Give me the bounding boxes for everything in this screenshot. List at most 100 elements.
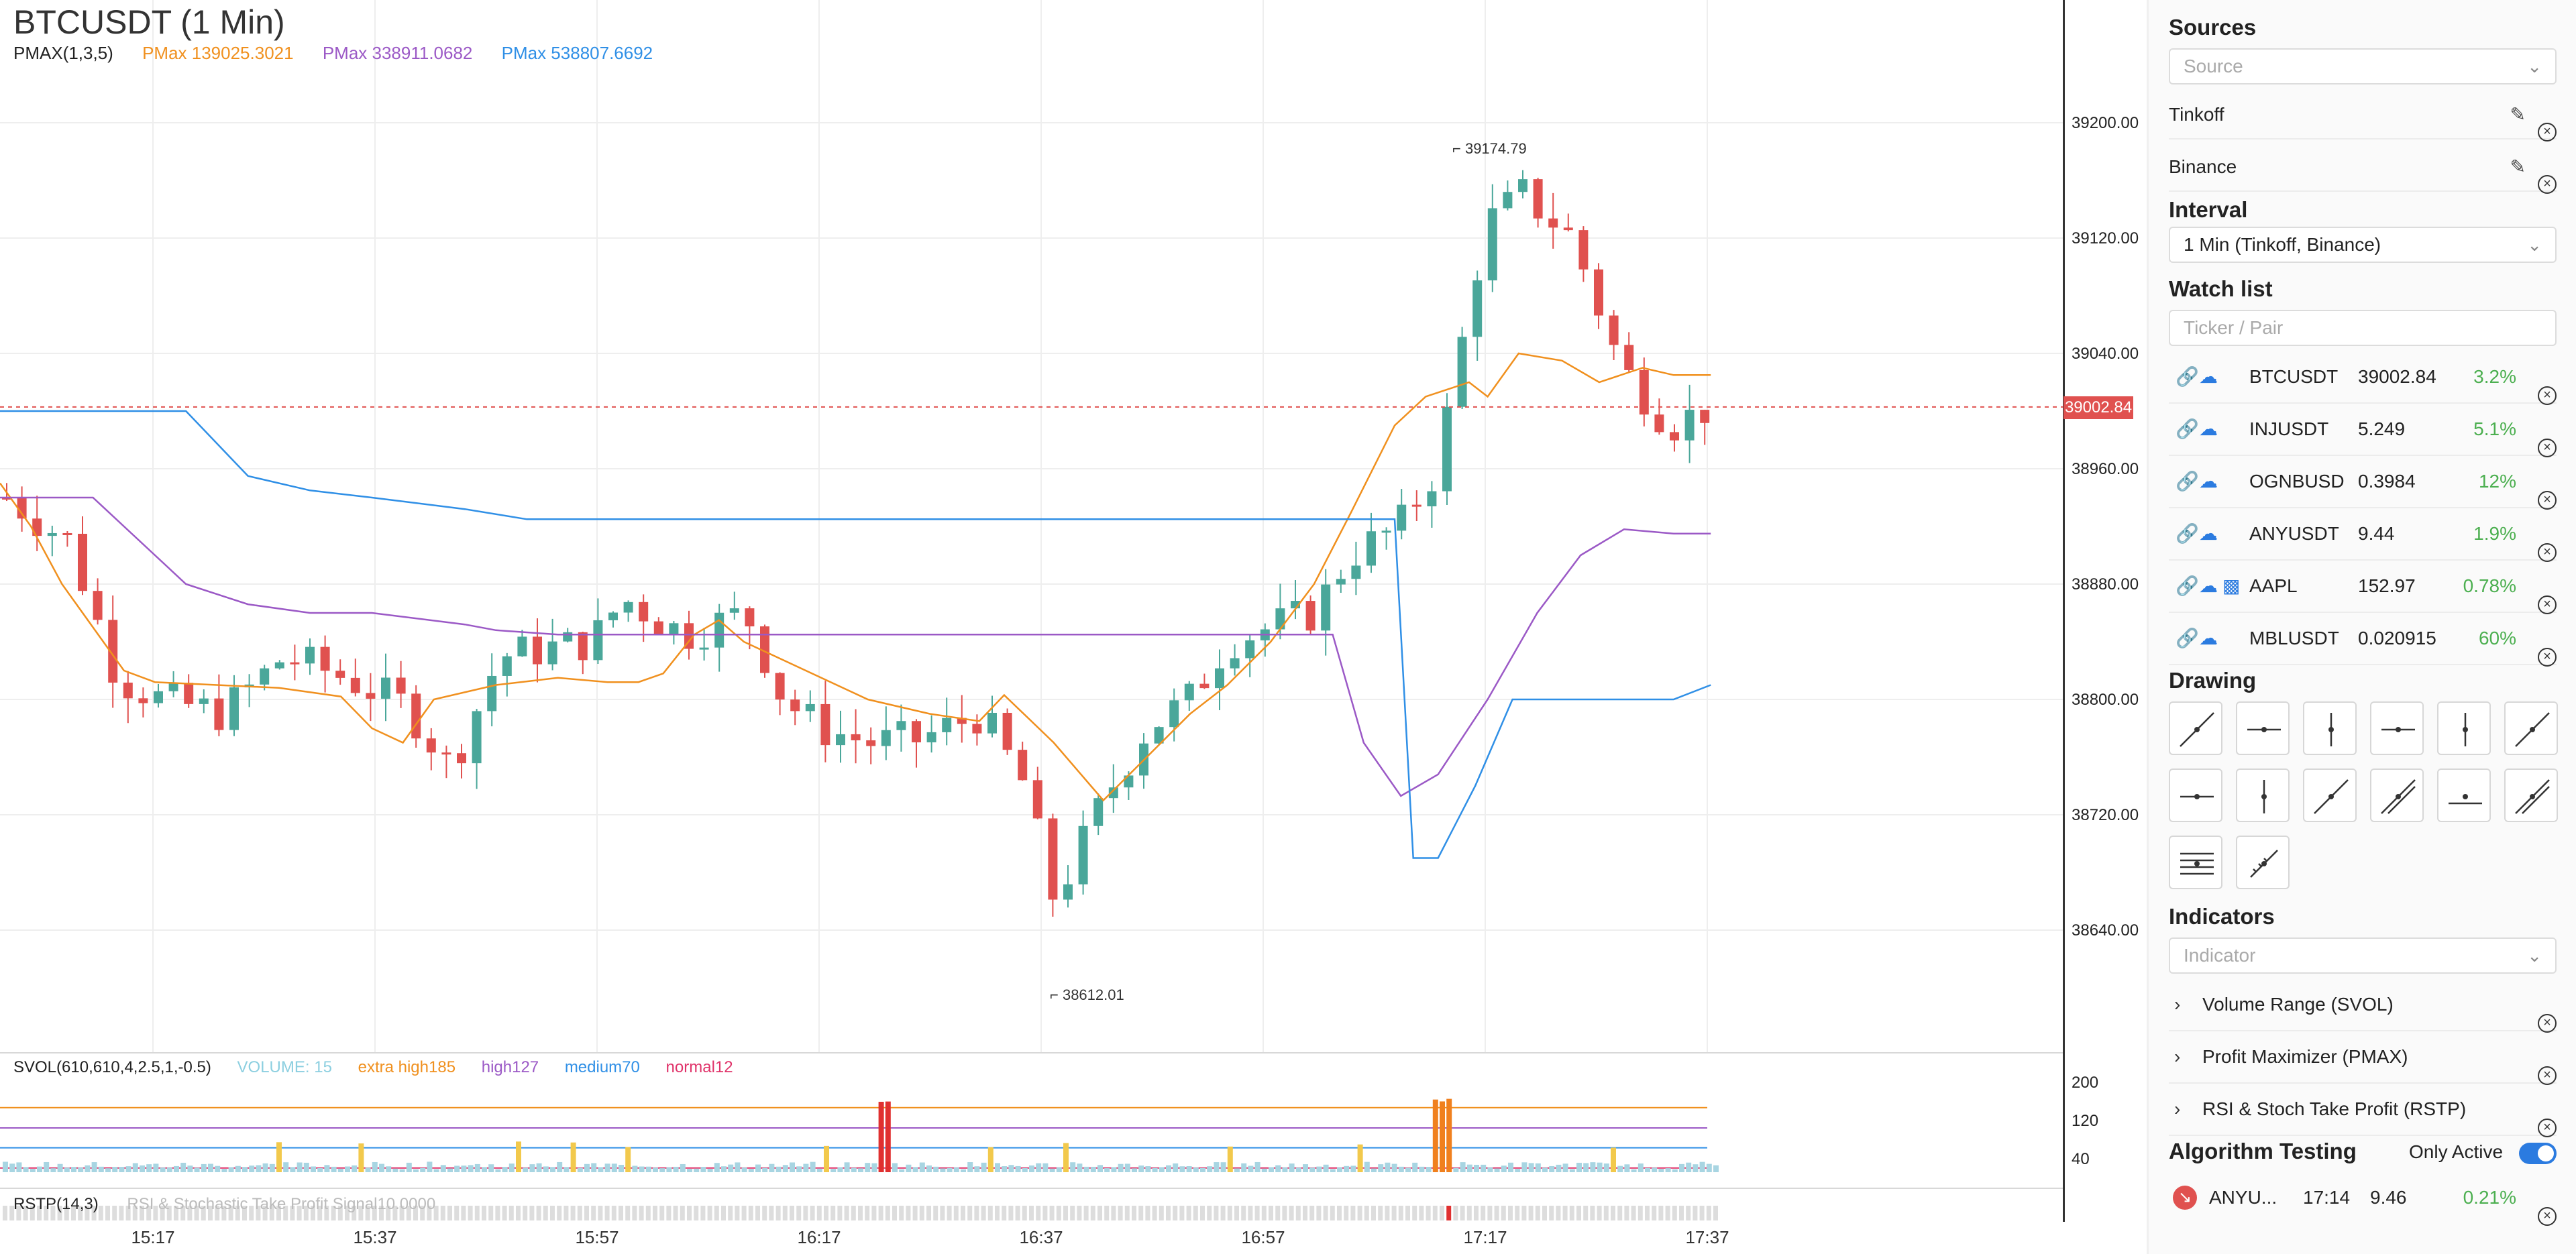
rstp-bar xyxy=(482,1206,486,1220)
drawing-tool-button[interactable] xyxy=(2370,701,2424,755)
rstp-bar xyxy=(1426,1206,1431,1220)
algo-row[interactable]: ↘ ANYU... 17:14 9.46 0.21% × xyxy=(2169,1172,2557,1226)
bar-chart-icon[interactable]: ▩ xyxy=(2222,575,2241,596)
candle-body xyxy=(229,687,239,730)
drawing-tool-button[interactable] xyxy=(2169,836,2222,889)
remove-icon[interactable]: × xyxy=(2538,995,2557,1046)
drawing-tool-button[interactable] xyxy=(2370,768,2424,822)
source-row-binance[interactable]: Binance ✎ × xyxy=(2169,144,2557,194)
cloud-icon[interactable]: ☁ xyxy=(2199,523,2218,544)
link-icon[interactable]: 🔗 xyxy=(2176,471,2199,492)
volume-bar xyxy=(215,1165,221,1172)
candle-body xyxy=(487,675,497,711)
volume-bar xyxy=(796,1166,802,1172)
remove-icon[interactable]: × xyxy=(2538,524,2557,575)
indicator-row[interactable]: › Profit Maximizer (PMAX) × xyxy=(2169,1031,2557,1085)
cloud-icon[interactable]: ☁ xyxy=(2199,418,2218,439)
watchlist-row[interactable]: 🔗 ☁ INJUSDT 5.249 5.1% × xyxy=(2169,404,2557,457)
link-icon[interactable]: 🔗 xyxy=(2176,366,2199,387)
cloud-icon[interactable]: ☁ xyxy=(2199,628,2218,648)
watchlist-row[interactable]: 🔗 ☁ OGNBUSD 0.3984 12% × xyxy=(2169,456,2557,510)
remove-icon[interactable]: × xyxy=(2538,1047,2557,1098)
remove-icon[interactable]: × xyxy=(2538,1100,2557,1151)
remove-icon[interactable]: × xyxy=(2538,367,2557,418)
indicator-select[interactable]: Indicator ⌄ xyxy=(2169,937,2557,974)
drawing-tool-button[interactable] xyxy=(2504,768,2558,822)
volume-bar xyxy=(345,1166,350,1172)
watchlist-row[interactable]: 🔗 ☁ ▩ AAPL 152.97 0.78% × xyxy=(2169,561,2557,614)
rstp-bar xyxy=(488,1206,494,1220)
interval-value: 1 Min (Tinkoff, Binance) xyxy=(2184,234,2381,255)
rstp-bar xyxy=(50,1206,56,1220)
chevron-right-icon[interactable]: › xyxy=(2174,1098,2181,1119)
price-chart[interactable]: ⌐ 39174.79 ⌐ 38612.01 xyxy=(0,0,2063,1222)
volume-bar xyxy=(666,1167,672,1172)
drawing-tool-button[interactable] xyxy=(2504,701,2558,755)
link-icon[interactable]: 🔗 xyxy=(2176,523,2199,544)
drawing-tool-button[interactable] xyxy=(2236,701,2290,755)
watchlist-row[interactable]: 🔗 ☁ ANYUSDT 9.44 1.9% × xyxy=(2169,508,2557,562)
volume-bar xyxy=(543,1166,549,1172)
volume-tick: 200 xyxy=(2072,1074,2099,1092)
candle-body xyxy=(760,626,769,673)
volume-tick: 120 xyxy=(2072,1112,2099,1130)
drawing-tool-icon xyxy=(2180,852,2214,875)
candle-body xyxy=(1457,337,1467,407)
volume-bar xyxy=(3,1161,8,1172)
candle-body xyxy=(1624,345,1634,370)
drawing-tool-icon xyxy=(2314,779,2349,814)
interval-select[interactable]: 1 Min (Tinkoff, Binance) ⌄ xyxy=(2169,227,2557,263)
link-icon[interactable]: 🔗 xyxy=(2176,628,2199,648)
cloud-icon[interactable]: ☁ xyxy=(2199,366,2218,387)
chevron-right-icon[interactable]: › xyxy=(2174,994,2181,1015)
ticker-search-input[interactable]: Ticker / Pair xyxy=(2169,310,2557,346)
drawing-tool-button[interactable] xyxy=(2169,701,2222,755)
edit-icon[interactable]: ✎ xyxy=(2510,104,2526,125)
rstp-bar xyxy=(180,1206,186,1220)
rstp-bar xyxy=(1569,1206,1574,1220)
volume-bar xyxy=(119,1167,125,1172)
link-icon[interactable]: 🔗 xyxy=(2176,575,2199,596)
link-icon[interactable]: 🔗 xyxy=(2176,418,2199,439)
cloud-icon[interactable]: ☁ xyxy=(2199,471,2218,492)
watchlist-row[interactable]: 🔗 ☁ BTCUSDT 39002.84 3.2% × xyxy=(2169,351,2557,405)
remove-icon[interactable]: × xyxy=(2538,629,2557,680)
drawing-tool-button[interactable] xyxy=(2437,768,2491,822)
remove-icon[interactable]: × xyxy=(2538,472,2557,523)
candle-body xyxy=(957,718,967,724)
chart-area[interactable]: ⌐ 39174.79 ⌐ 38612.01 BTCUSDT (1 Min) PMA… xyxy=(0,0,2065,1222)
volume-bar xyxy=(1611,1147,1616,1172)
only-active-toggle[interactable] xyxy=(2519,1143,2557,1164)
rstp-bar xyxy=(940,1206,945,1220)
drawing-tool-button[interactable] xyxy=(2437,701,2491,755)
drawing-tool-button[interactable] xyxy=(2303,768,2357,822)
remove-icon[interactable]: × xyxy=(2538,420,2557,471)
volume-bar xyxy=(98,1166,104,1172)
drawing-tool-button[interactable] xyxy=(2236,836,2290,889)
rstp-bar xyxy=(1104,1206,1110,1220)
drawing-tool-button[interactable] xyxy=(2303,701,2357,755)
watchlist-row[interactable]: 🔗 ☁ MBLUSDT 0.020915 60% × xyxy=(2169,613,2557,667)
edit-icon[interactable]: ✎ xyxy=(2510,156,2526,177)
remove-icon[interactable]: × xyxy=(2538,577,2557,628)
cloud-icon[interactable]: ☁ xyxy=(2199,575,2218,596)
drawing-tool-button[interactable] xyxy=(2236,768,2290,822)
watchlist-title: Watch list xyxy=(2169,276,2273,301)
source-row-tinkoff[interactable]: Tinkoff ✎ × xyxy=(2169,91,2557,141)
indicator-row[interactable]: › RSI & Stoch Take Profit (RSTP) × xyxy=(2169,1084,2557,1137)
drawing-tool-icon xyxy=(2515,712,2550,747)
volume-bar xyxy=(1220,1162,1226,1172)
volume-bar xyxy=(488,1164,494,1172)
remove-icon[interactable]: × xyxy=(2538,1188,2557,1239)
drawing-tool-button[interactable] xyxy=(2169,768,2222,822)
source-select[interactable]: Source ⌄ xyxy=(2169,48,2557,84)
remove-icon[interactable]: × xyxy=(2538,158,2557,205)
remove-icon[interactable]: × xyxy=(2538,106,2557,153)
rstp-bar xyxy=(912,1206,918,1220)
chevron-right-icon[interactable]: › xyxy=(2174,1046,2181,1067)
indicator-row[interactable]: › Volume Range (SVOL) × xyxy=(2169,979,2557,1033)
volume-bar xyxy=(810,1161,816,1172)
volume-bar xyxy=(85,1165,91,1172)
volume-bar xyxy=(1179,1166,1185,1172)
rstp-bar xyxy=(1303,1206,1307,1220)
